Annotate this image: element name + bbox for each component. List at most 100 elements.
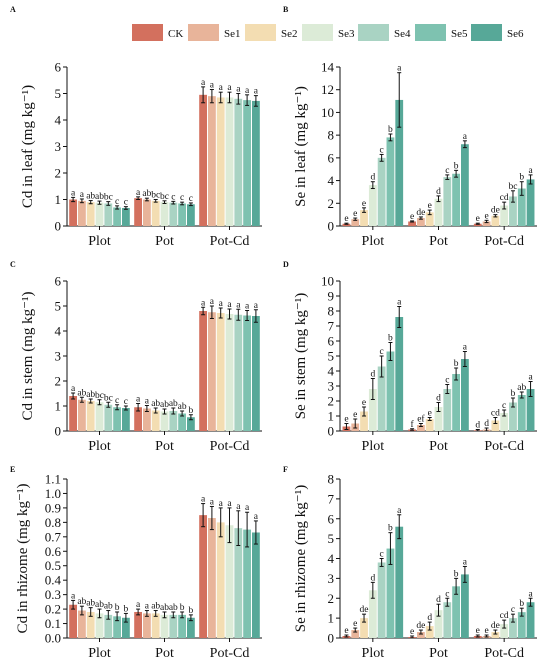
significance-label: e (428, 409, 432, 419)
y-tick-label: 2 (55, 166, 62, 181)
significance-label: a (227, 499, 232, 509)
significance-label: e (344, 214, 348, 224)
bar-se2 (151, 613, 160, 638)
significance-label: a (136, 395, 141, 405)
significance-label: f (411, 419, 415, 430)
y-tick-label: 0.5 (45, 558, 61, 573)
significance-label: b (115, 603, 120, 613)
bar-se1 (143, 613, 151, 638)
significance-label: ab (86, 390, 95, 400)
bar-se6 (252, 100, 260, 226)
significance-label: cd (491, 409, 500, 419)
bar-ck (199, 311, 207, 431)
y-tick-label: 14 (321, 60, 335, 75)
bar-se5 (243, 315, 251, 431)
significance-label: c (380, 347, 384, 357)
bar-se4 (234, 98, 243, 226)
bar-se6 (395, 317, 404, 431)
bar-se2 (360, 411, 368, 431)
bar-se2 (491, 420, 500, 431)
bar-se4 (104, 203, 113, 226)
significance-label: c (511, 605, 515, 615)
significance-label: b (180, 603, 185, 613)
significance-label: a (201, 298, 206, 308)
y-tick-label: 7 (328, 319, 335, 334)
bar-se6 (395, 526, 404, 638)
significance-label: a (245, 503, 250, 513)
panel-letter: A (10, 5, 16, 14)
significance-label: a (71, 591, 76, 601)
significance-label: c (124, 397, 128, 407)
y-tick-label: 1 (328, 611, 335, 626)
significance-label: a (227, 83, 232, 93)
y-tick-label: 0 (55, 219, 62, 234)
y-tick-label: 2 (328, 591, 335, 606)
x-tick-label: Pot (429, 439, 448, 454)
y-tick-label: 1 (55, 192, 62, 207)
y-tick-label: 8 (328, 472, 335, 487)
significance-label: bc (151, 191, 160, 201)
significance-label: a (254, 301, 259, 311)
significance-label: d (370, 370, 375, 380)
bar-ck (134, 611, 142, 638)
y-tick-label: 1 (55, 399, 62, 414)
significance-label: a (254, 87, 259, 97)
significance-label: b (388, 334, 393, 344)
x-tick-label: Plot (362, 234, 385, 249)
bar-se1 (351, 630, 360, 638)
bar-se1 (417, 218, 425, 226)
bar-se3 (500, 413, 509, 431)
significance-label: a (219, 499, 224, 509)
significance-label: a (71, 384, 76, 394)
significance-label: de (360, 605, 369, 615)
x-tick-label: Pot-Cd (210, 234, 250, 249)
bar-se1 (208, 518, 216, 638)
y-tick-label: 3 (55, 349, 62, 364)
x-tick-label: Pot (429, 234, 448, 249)
significance-label: ab (151, 602, 160, 612)
bar-se6 (122, 207, 130, 226)
significance-label: ab (151, 399, 160, 409)
bar-se3 (95, 613, 104, 638)
legend: CK Se1 Se2 Se3 Se4 Se5 Se6 (132, 24, 524, 41)
significance-label: e (344, 415, 348, 425)
legend-label-se2: Se2 (281, 28, 298, 40)
x-tick-label: Pot (155, 234, 174, 249)
significance-label: a (254, 512, 259, 522)
bar-se1 (417, 632, 425, 638)
significance-label: a (397, 298, 402, 308)
y-tick-label: 1.0 (45, 486, 61, 501)
bar-ck (69, 396, 77, 431)
y-tick-label: 4 (328, 364, 335, 379)
significance-label: e (484, 626, 488, 636)
significance-label: e (428, 201, 432, 211)
legend-label-se5: Se5 (451, 28, 468, 40)
significance-label: a (245, 86, 250, 96)
significance-label: e (410, 212, 414, 222)
bar-se1 (417, 425, 425, 431)
significance-label: ab (86, 192, 95, 202)
legend-swatch-se2 (245, 24, 276, 41)
bar-se3 (95, 202, 104, 226)
bar-se5 (386, 351, 395, 431)
bar-se5 (178, 614, 186, 638)
y-tick-label: 0.3 (45, 587, 61, 602)
significance-label: e (476, 214, 480, 224)
significance-label: b (189, 406, 194, 416)
x-tick-label: Pot-Cd (210, 439, 250, 454)
bar-se4 (377, 562, 386, 638)
significance-label: a (210, 497, 215, 507)
significance-label: d (370, 173, 375, 183)
y-tick-label: 0.1 (45, 616, 61, 631)
y-tick-label: 3 (55, 139, 62, 154)
significance-label: bc (508, 182, 517, 192)
significance-label: a (397, 506, 402, 516)
y-tick-label: 6 (55, 60, 62, 75)
bar-se6 (461, 359, 469, 431)
significance-label: c (445, 166, 449, 176)
y-tick-label: 3 (328, 571, 335, 586)
